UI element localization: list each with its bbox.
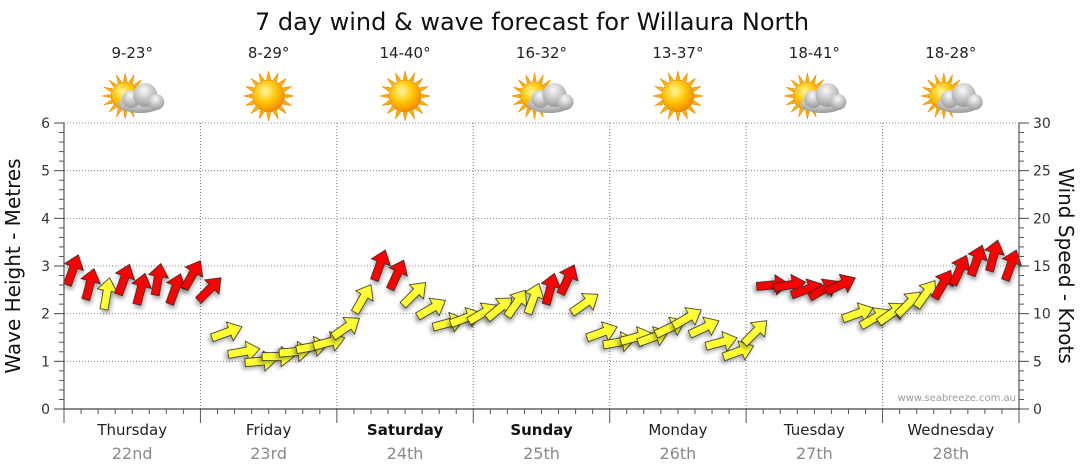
sun-rays — [652, 70, 703, 122]
right-tick-label: 25 — [1033, 164, 1051, 180]
wind-arrow — [523, 282, 545, 316]
wind-arrow — [370, 249, 391, 282]
wind-arrow — [824, 273, 856, 296]
sun-rays — [243, 70, 294, 122]
wind-arrow — [503, 289, 527, 320]
day-date-label: 22nd — [112, 444, 153, 463]
weather-row: 9-23° 8-29° 14-40° 16-32° 13-37° 18-41° 18-28° — [102, 44, 983, 122]
wind-arrow — [180, 260, 204, 292]
left-axis-label: Wave Height - Metres — [1, 158, 25, 373]
chart-title: 7 day wind & wave forecast for Willaura … — [255, 8, 809, 36]
sunny-icon — [380, 70, 431, 122]
right-tick-label: 10 — [1033, 307, 1051, 323]
sun-disc — [388, 79, 422, 113]
right-axis-label: Wind Speed - Knots — [1054, 168, 1078, 364]
left-tick-label: 6 — [41, 116, 50, 132]
day-name-label: Thursday — [96, 421, 167, 439]
temperature-label: 18-28° — [925, 44, 976, 62]
wind-arrow — [930, 269, 954, 301]
partly-cloudy-icon — [102, 72, 165, 120]
wind-arrow — [330, 317, 360, 341]
day-name-label: Sunday — [510, 421, 573, 439]
left-tick-label: 0 — [41, 402, 50, 418]
sunny-icon — [652, 70, 703, 122]
wind-arrow — [415, 297, 446, 321]
day-date-label: 24th — [387, 444, 424, 463]
temperature-label: 9-23° — [111, 44, 153, 62]
temperature-label: 18-41° — [789, 44, 840, 62]
wind-arrow — [966, 244, 988, 278]
cloud-shape — [936, 83, 983, 113]
wind-arrow — [210, 321, 243, 343]
day-name-label: Monday — [648, 421, 707, 439]
day-date-label: 28th — [932, 444, 969, 463]
temperature-label: 16-32° — [516, 44, 567, 62]
right-tick-label: 15 — [1033, 259, 1051, 275]
sun-disc — [252, 79, 286, 113]
temperature-label: 14-40° — [380, 44, 431, 62]
wind-arrow — [983, 239, 1005, 273]
day-labels: Thursday 22nd Friday 23rd Saturday 24th Sunday… — [96, 421, 994, 463]
sun-disc — [661, 79, 695, 113]
wind-arrow — [350, 284, 374, 315]
day-date-label: 25th — [523, 444, 560, 463]
wind-arrow — [386, 259, 408, 292]
day-name-label: Tuesday — [783, 421, 845, 439]
day-name-label: Saturday — [367, 421, 444, 439]
sunny-icon — [243, 70, 294, 122]
day-date-label: 23rd — [250, 444, 287, 463]
right-tick-label: 5 — [1033, 354, 1042, 370]
wind-arrow — [63, 254, 84, 287]
wind-arrow — [704, 330, 738, 352]
wind-arrow — [399, 282, 427, 309]
left-tick-label: 2 — [41, 307, 50, 323]
sun-rays — [380, 70, 431, 122]
wind-arrow — [687, 316, 720, 339]
right-tick-label: 20 — [1033, 211, 1051, 227]
left-tick-label: 3 — [41, 259, 50, 275]
right-tick-label: 30 — [1033, 116, 1051, 132]
axes: 0 1 2 3 4 5 6 0 5 10 15 20 25 30 — [41, 116, 1051, 423]
wind-arrow — [114, 263, 136, 297]
wind-arrow — [556, 264, 579, 297]
left-tick-label: 1 — [41, 354, 50, 370]
wind-arrow — [80, 268, 101, 302]
wind-arrow — [131, 272, 153, 306]
partly-cloudy-icon — [784, 72, 847, 120]
left-tick-label: 5 — [41, 164, 50, 180]
day-name-label: Wednesday — [907, 421, 994, 439]
partly-cloudy-icon — [920, 72, 983, 120]
wind-arrow — [721, 340, 755, 362]
wind-arrows — [63, 239, 1022, 372]
temperature-label: 8-29° — [248, 44, 290, 62]
wind-arrow — [194, 277, 222, 304]
right-tick-label: 0 — [1033, 402, 1042, 418]
day-date-label: 26th — [660, 444, 697, 463]
wind-arrow — [147, 262, 170, 297]
wind-arrow — [165, 273, 187, 306]
wind-arrow — [568, 293, 599, 317]
partly-cloudy-icon — [511, 72, 574, 120]
wind-arrow — [807, 278, 839, 302]
cloud-shape — [118, 83, 165, 113]
grid — [64, 122, 1019, 409]
cloud-shape — [527, 83, 574, 113]
wind-arrow — [1001, 249, 1022, 282]
temperature-label: 13-37° — [652, 44, 703, 62]
day-date-label: 27th — [796, 444, 833, 463]
credit-text: www.seabreeze.com.au — [898, 393, 1016, 404]
wind-arrow — [740, 320, 768, 347]
wind-arrow — [670, 307, 702, 330]
left-tick-label: 4 — [41, 211, 50, 227]
cloud-shape — [800, 83, 847, 113]
day-name-label: Friday — [246, 421, 292, 439]
